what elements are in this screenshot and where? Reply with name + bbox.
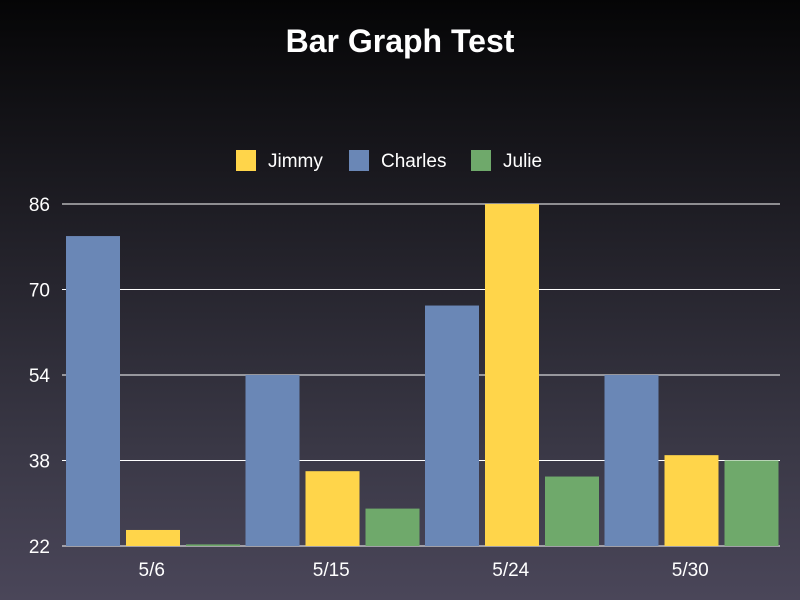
x-tick-label: 5/6	[139, 560, 165, 581]
x-tick-label: 5/24	[492, 560, 529, 581]
legend-label-charles: Charles	[381, 151, 446, 172]
bar-julie-1	[365, 508, 420, 546]
legend-label-jimmy: Jimmy	[268, 151, 323, 172]
bar-charles-1	[245, 375, 300, 546]
y-tick-label: 70	[29, 281, 50, 302]
y-tick-label: 86	[29, 195, 50, 216]
bar-julie-0	[186, 544, 240, 546]
gridlines	[62, 203, 780, 547]
x-tick-label: 5/15	[313, 560, 350, 581]
bar-charles-3	[604, 375, 659, 546]
legend: Jimmy Charles Julie	[236, 150, 542, 172]
x-axis: 5/6 5/15 5/24 5/30	[139, 560, 709, 581]
y-tick-label: 22	[29, 537, 50, 558]
y-tick-label: 38	[29, 452, 50, 473]
legend-swatch-jimmy	[236, 150, 256, 171]
y-tick-label: 54	[29, 366, 51, 387]
bar-jimmy-0	[126, 529, 180, 546]
legend-swatch-julie	[471, 150, 491, 171]
bar-jimmy-1	[305, 471, 360, 546]
x-tick-label: 5/30	[672, 560, 709, 581]
bar-julie-2	[545, 476, 599, 546]
bars	[66, 204, 779, 546]
bar-jimmy-2	[485, 204, 539, 546]
bar-charles-0	[66, 236, 120, 546]
legend-label-julie: Julie	[503, 151, 542, 172]
y-axis: 22 38 54 70 86	[29, 195, 51, 558]
bar-julie-3	[724, 460, 779, 546]
bar-charles-2	[425, 305, 479, 546]
legend-swatch-charles	[349, 150, 369, 171]
bar-jimmy-3	[664, 455, 719, 546]
chart-title: Bar Graph Test	[286, 23, 515, 59]
